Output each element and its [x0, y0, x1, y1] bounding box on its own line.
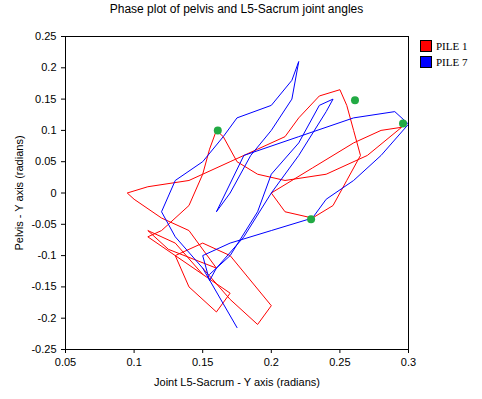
svg-text:0.1: 0.1 — [126, 356, 141, 368]
html-text:PILE 1: PILE 1 — [436, 40, 468, 52]
svg-text:-0.15: -0.15 — [31, 280, 56, 292]
svg-text:Joint L5-Sacrum - Y axis (radi: Joint L5-Sacrum - Y axis (radians) — [154, 376, 320, 388]
svg-text:0.15: 0.15 — [35, 93, 56, 105]
svg-text:0.25: 0.25 — [35, 30, 56, 42]
svg-text:0.2: 0.2 — [264, 356, 279, 368]
svg-text:0.05: 0.05 — [35, 155, 56, 167]
svg-text:0.25: 0.25 — [329, 356, 350, 368]
svg-text:Pelvis - Y axis (radians): Pelvis - Y axis (radians) — [13, 135, 25, 250]
svg-text:-0.25: -0.25 — [31, 343, 56, 355]
svg-text:-0.2: -0.2 — [38, 312, 57, 324]
html-text:Phase plot of pelvis and L5-Sa: Phase plot of pelvis and L5-Sacrum joint… — [109, 2, 364, 16]
svg-text:0.2: 0.2 — [41, 61, 56, 73]
svg-text:0.05: 0.05 — [55, 356, 76, 368]
svg-text:0.15: 0.15 — [192, 356, 213, 368]
svg-text:-0.1: -0.1 — [38, 249, 57, 261]
svg-text:0: 0 — [50, 187, 56, 199]
svg-text:0.3: 0.3 — [401, 356, 416, 368]
svg-text:-0.05: -0.05 — [31, 218, 56, 230]
svg-text:0.1: 0.1 — [41, 124, 56, 136]
html-text:PILE 7: PILE 7 — [436, 56, 468, 68]
